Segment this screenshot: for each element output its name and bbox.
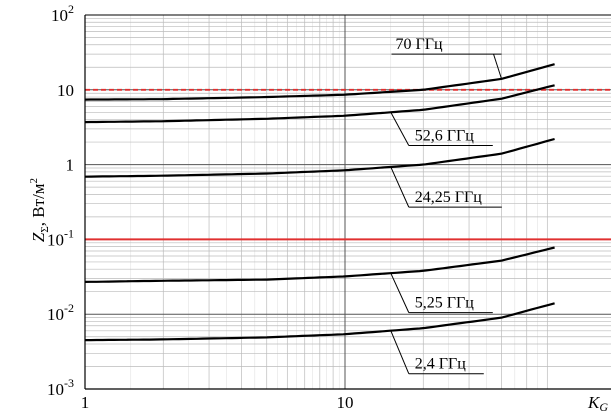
label-leader-line	[390, 112, 410, 146]
y-tick-label: 1	[66, 156, 75, 175]
x-axis-label-main: K	[587, 393, 601, 411]
reference-lines	[85, 88, 611, 241]
y-tick-label: 10-3	[47, 376, 74, 399]
series-lines	[84, 63, 555, 342]
series-label-text: 52,6 ГГц	[415, 128, 475, 145]
y-tick-label: 10-1	[47, 226, 74, 249]
label-leader-line	[390, 330, 410, 374]
x-axis-label-sub: G	[599, 400, 608, 411]
series-label: 52,6 ГГц	[390, 112, 493, 147]
y-tick-labels: 102 10 1 10-1 10-2 10-3	[47, 2, 74, 399]
y-axis-label-z: Z	[29, 232, 48, 242]
series-line	[84, 246, 555, 283]
plot-frame	[84, 14, 611, 390]
y-tick-label: 102	[51, 2, 74, 25]
x-tick-label: 1	[81, 393, 90, 411]
series-line	[84, 84, 555, 124]
y-axis-label-unit: , Вт/м	[29, 183, 48, 226]
series-label: 2,4 ГГц	[390, 330, 484, 375]
y-tick-label: 10-2	[47, 301, 74, 324]
y-tick-label: 10	[57, 81, 74, 100]
series-label: 24,25 ГГц	[390, 166, 502, 208]
label-leader-line	[390, 166, 410, 208]
series-label-text: 24,25 ГГц	[415, 189, 483, 206]
series-line	[84, 137, 555, 178]
x-axis-label: KG	[587, 393, 608, 411]
label-leader-line	[390, 272, 410, 313]
series-label-text: 5,25 ГГц	[415, 295, 475, 312]
minor-grid	[85, 15, 611, 389]
series-label-text: 2,4 ГГц	[415, 356, 467, 373]
series-labels: 70 ГГц 52,6 ГГц 24,25 ГГц 5,25 ГГц 2,4 ГГц	[390, 36, 503, 375]
y-axis-label-sup: 2	[28, 178, 40, 184]
series-line	[85, 302, 555, 342]
y-axis-label-sub: Σ	[39, 226, 51, 232]
x-tick-label: 10	[337, 393, 354, 411]
y-axis-label: ZΣ, Вт/м2	[28, 178, 51, 242]
label-leader-line	[493, 53, 503, 80]
series-line	[84, 63, 555, 101]
x-tick-labels: 1 10	[81, 393, 354, 411]
series-label: 5,25 ГГц	[390, 272, 493, 314]
series-label: 70 ГГц	[391, 36, 503, 80]
series-label-text: 70 ГГц	[396, 36, 444, 53]
